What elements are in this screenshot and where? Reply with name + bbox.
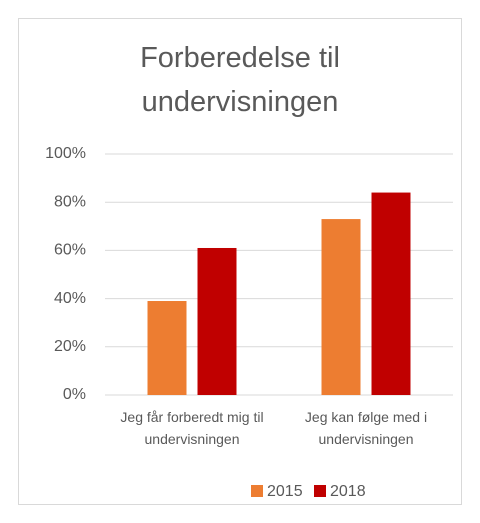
legend-label: 2018 [330,483,366,500]
chart-title: Forberedelse til undervisningen [140,42,340,118]
bar [147,301,187,395]
y-tick-label: 100% [45,145,86,162]
x-tick-label: Jeg får forberedt mig til undervisningen [120,409,264,447]
legend-swatch [314,485,326,497]
legend-swatch [251,485,263,497]
bar [197,247,237,395]
x-tick-label: Jeg kan følge med i undervisningen [304,409,428,447]
y-tick-label: 80% [54,193,86,210]
bar [321,219,361,395]
bar [371,192,411,395]
y-tick-label: 40% [54,290,86,307]
legend-label: 2015 [267,483,303,500]
y-tick-label: 20% [54,338,86,355]
y-tick-label: 0% [63,386,86,403]
y-tick-label: 60% [54,242,86,259]
